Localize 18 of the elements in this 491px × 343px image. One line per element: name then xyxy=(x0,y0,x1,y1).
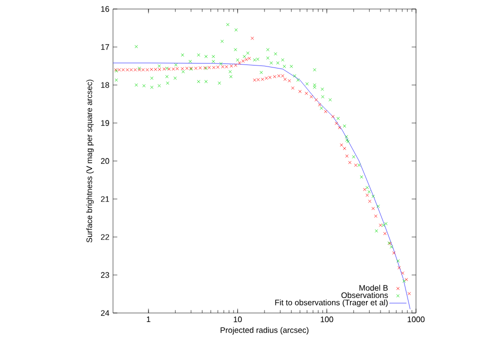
y-tick-label: 20 xyxy=(100,158,110,164)
x-tick-label: 10 xyxy=(234,316,242,322)
y-tick-label: 24 xyxy=(100,310,110,316)
legend-label: Fit to observations (Trager et al) xyxy=(275,299,388,307)
x-tick-label: 100 xyxy=(320,316,334,322)
x-tick-label: 1000 xyxy=(408,316,425,322)
y-tick-label: 22 xyxy=(100,234,110,240)
y-tick-label: 21 xyxy=(100,196,110,202)
y-axis-title: Surface brightness (V mag per square arcsec) xyxy=(86,80,94,242)
y-tick-label: 19 xyxy=(101,120,110,126)
legend-label: Model B xyxy=(359,284,388,291)
y-tick-label: 16 xyxy=(101,6,110,12)
x-axis-title: Projected radius (arcsec) xyxy=(220,327,308,335)
y-tick-label: 17 xyxy=(101,44,110,50)
y-tick-label: 23 xyxy=(100,272,110,278)
x-tick-label: 1 xyxy=(146,316,150,322)
y-tick-label: 18 xyxy=(101,82,110,88)
legend-label: Observations xyxy=(341,292,388,298)
